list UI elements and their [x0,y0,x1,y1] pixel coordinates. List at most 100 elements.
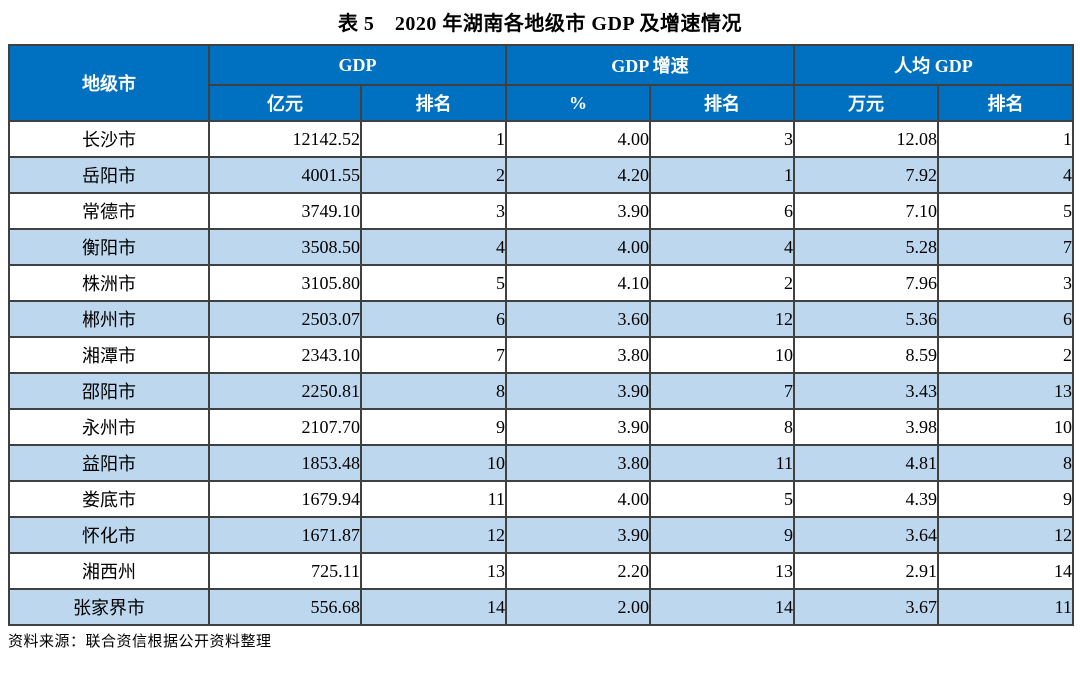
per-capita-rank-cell: 4 [937,156,1075,194]
city-cell: 娄底市 [8,480,210,518]
growth-rank-cell: 10 [648,336,796,374]
gdp-value-cell: 2503.07 [208,300,362,338]
city-cell: 永州市 [8,408,210,446]
per-capita-value-cell: 3.64 [793,516,940,554]
growth-value-cell: 3.90 [505,516,651,554]
gdp-rank-cell: 2 [360,156,507,194]
table-row: 郴州市 2503.07 6 3.60 12 5.36 6 [8,300,1075,338]
table-row: 常德市 3749.10 3 3.90 6 7.10 5 [8,192,1075,230]
per-capita-value-cell: 3.43 [793,372,940,410]
growth-rank-cell: 13 [648,552,796,590]
source-note: 资料来源：联合资信根据公开资料整理 [8,634,272,650]
growth-value-cell: 4.10 [505,264,651,302]
growth-value-cell: 3.80 [505,444,651,482]
subheader-gdp-unit: 亿元 [208,84,362,122]
header-gdp-per-capita: 人均 GDP [793,44,1075,86]
per-capita-rank-cell: 3 [937,264,1075,302]
growth-rank-cell: 6 [648,192,796,230]
per-capita-rank-cell: 13 [937,372,1075,410]
per-capita-rank-cell: 9 [937,480,1075,518]
gdp-rank-cell: 13 [360,552,507,590]
gdp-rank-cell: 7 [360,336,507,374]
growth-value-cell: 3.80 [505,336,651,374]
city-cell: 湘潭市 [8,336,210,374]
per-capita-rank-cell: 12 [937,516,1075,554]
subheader-pc-rank: 排名 [937,84,1075,122]
header-sub-row: 亿元 排名 % 排名 万元 排名 [9,84,1075,122]
table-row: 张家界市 556.68 14 2.00 14 3.67 11 [8,588,1075,626]
gdp-rank-cell: 1 [360,120,507,158]
growth-rank-cell: 2 [648,264,796,302]
table-row: 邵阳市 2250.81 8 3.90 7 3.43 13 [8,372,1075,410]
per-capita-value-cell: 8.59 [793,336,940,374]
city-cell: 邵阳市 [8,372,210,410]
gdp-value-cell: 725.11 [208,552,362,590]
table-row: 衡阳市 3508.50 4 4.00 4 5.28 7 [8,228,1075,266]
per-capita-value-cell: 7.92 [793,156,940,194]
per-capita-rank-cell: 5 [937,192,1075,230]
subheader-growth-rank: 排名 [648,84,796,122]
header-group-row: 地级市 GDP GDP 增速 人均 GDP [8,44,1075,122]
gdp-rank-cell: 9 [360,408,507,446]
gdp-value-cell: 3749.10 [208,192,362,230]
gdp-value-cell: 1671.87 [208,516,362,554]
per-capita-rank-cell: 10 [937,408,1075,446]
growth-value-cell: 4.00 [505,228,651,266]
gdp-rank-cell: 5 [360,264,507,302]
gdp-table: 地级市 GDP GDP 增速 人均 GDP 亿元 排名 % 排名 万元 排名 长… [8,44,1075,626]
gdp-value-cell: 2250.81 [208,372,362,410]
per-capita-value-cell: 7.96 [793,264,940,302]
header-gdp-growth: GDP 增速 [504,44,796,86]
growth-rank-cell: 5 [648,480,796,518]
per-capita-value-cell: 4.39 [793,480,940,518]
gdp-value-cell: 1853.48 [208,444,362,482]
gdp-rank-cell: 8 [360,372,507,410]
per-capita-value-cell: 2.91 [793,552,940,590]
per-capita-rank-cell: 2 [937,336,1075,374]
per-capita-rank-cell: 11 [937,588,1075,626]
growth-rank-cell: 9 [648,516,796,554]
per-capita-value-cell: 12.08 [793,120,940,158]
gdp-value-cell: 556.68 [208,588,362,626]
growth-value-cell: 2.20 [505,552,651,590]
growth-value-cell: 3.60 [505,300,651,338]
gdp-value-cell: 1679.94 [208,480,362,518]
table-row: 湘潭市 2343.10 7 3.80 10 8.59 2 [8,336,1075,374]
growth-value-cell: 2.00 [505,588,651,626]
growth-value-cell: 4.00 [505,120,651,158]
growth-value-cell: 4.20 [505,156,651,194]
gdp-value-cell: 3105.80 [208,264,362,302]
gdp-value-cell: 3508.50 [208,228,362,266]
table-row: 怀化市 1671.87 12 3.90 9 3.64 12 [8,516,1075,554]
growth-rank-cell: 4 [648,228,796,266]
gdp-rank-cell: 11 [360,480,507,518]
gdp-rank-cell: 14 [360,588,507,626]
table-body: 长沙市 12142.52 1 4.00 3 12.08 1 岳阳市 4001.55 2 4.20 1 7… [8,120,1075,626]
city-cell: 怀化市 [8,516,210,554]
per-capita-value-cell: 4.81 [793,444,940,482]
per-capita-value-cell: 3.67 [793,588,940,626]
table-row: 益阳市 1853.48 10 3.80 11 4.81 8 [8,444,1075,482]
growth-value-cell: 3.90 [505,372,651,410]
header-gdp: GDP [208,44,507,86]
city-cell: 衡阳市 [8,228,210,266]
table-row: 株洲市 3105.80 5 4.10 2 7.96 3 [8,264,1075,302]
growth-rank-cell: 3 [648,120,796,158]
per-capita-rank-cell: 8 [937,444,1075,482]
subheader-pc-unit: 万元 [793,84,940,122]
table-row: 长沙市 12142.52 1 4.00 3 12.08 1 [8,120,1075,158]
subheader-gdp-rank: 排名 [360,84,507,122]
per-capita-value-cell: 3.98 [793,408,940,446]
gdp-rank-cell: 6 [360,300,507,338]
table-row: 岳阳市 4001.55 2 4.20 1 7.92 4 [8,156,1075,194]
growth-rank-cell: 12 [648,300,796,338]
per-capita-rank-cell: 7 [937,228,1075,266]
city-cell: 郴州市 [8,300,210,338]
gdp-rank-cell: 12 [360,516,507,554]
per-capita-value-cell: 7.10 [793,192,940,230]
growth-rank-cell: 7 [648,372,796,410]
table-header: 地级市 GDP GDP 增速 人均 GDP 亿元 排名 % 排名 万元 排名 [8,44,1075,122]
per-capita-rank-cell: 1 [937,120,1075,158]
table-row: 湘西州 725.11 13 2.20 13 2.91 14 [8,552,1075,590]
per-capita-value-cell: 5.36 [793,300,940,338]
